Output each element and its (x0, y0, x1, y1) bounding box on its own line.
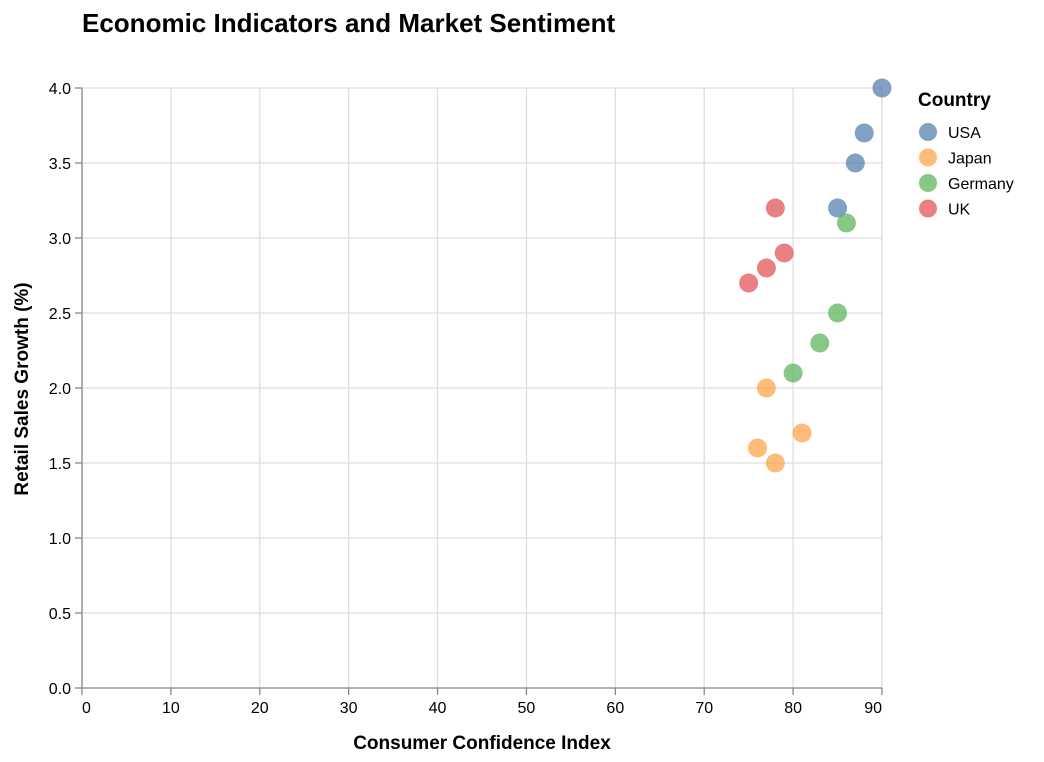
data-point (748, 438, 768, 458)
legend-item-japan: Japan (919, 148, 992, 168)
y-tick-label: 0.5 (49, 606, 71, 623)
y-tick-label: 4.0 (49, 81, 71, 98)
data-point (854, 123, 874, 143)
legend-label: Germany (948, 176, 1014, 193)
data-point (872, 78, 892, 98)
x-tick-label: 80 (784, 700, 802, 717)
x-tick-label: 0 (82, 700, 91, 717)
y-axis-title: Retail Sales Growth (%) (12, 282, 33, 495)
legend-label: UK (948, 202, 971, 219)
x-tick-label: 60 (606, 700, 624, 717)
data-point (774, 243, 794, 263)
axes: 0 10 20 30 40 50 60 70 80 90 0.0 0.5 1.0 1.5 2.0 2.5 3.0… (49, 81, 883, 717)
legend-label: USA (948, 125, 981, 142)
x-tick-label: 90 (864, 700, 882, 717)
y-tick-label: 2.5 (49, 306, 71, 323)
data-points (739, 78, 892, 473)
y-tick-label: 3.5 (49, 156, 71, 173)
y-tick-label: 1.5 (49, 456, 71, 473)
data-point (756, 258, 776, 278)
x-tick-label: 10 (162, 700, 180, 717)
data-point (810, 333, 830, 353)
x-tick-label: 40 (429, 700, 447, 717)
legend-items: USA Japan Germany UK (919, 123, 1014, 219)
y-tick-label: 1.0 (49, 531, 71, 548)
y-tick-label: 2.0 (49, 381, 71, 398)
legend-title: Country (918, 90, 991, 111)
legend-label: Japan (948, 151, 992, 168)
chart-title: Economic Indicators and Market Sentiment (82, 8, 615, 38)
data-point (845, 153, 865, 173)
x-tick-label: 70 (695, 700, 713, 717)
legend-item-usa: USA (919, 123, 981, 142)
data-point (765, 453, 785, 473)
series-germany (783, 213, 856, 383)
data-point (783, 363, 803, 383)
data-point (828, 198, 848, 218)
legend-symbol (919, 148, 937, 167)
legend: Country USA Japan Germany UK (918, 90, 1014, 219)
series-japan (748, 378, 812, 473)
x-axis-title: Consumer Confidence Index (353, 733, 611, 754)
data-point (765, 198, 785, 218)
series-usa (828, 78, 892, 218)
legend-item-germany: Germany (919, 174, 1014, 193)
data-point (792, 423, 812, 443)
y-tick-label: 0.0 (49, 681, 71, 698)
x-tick-label: 30 (340, 700, 358, 717)
legend-symbol (919, 199, 937, 218)
legend-item-uk: UK (919, 199, 971, 219)
x-tick-label: 20 (251, 700, 269, 717)
data-point (756, 378, 776, 398)
data-point (828, 303, 848, 323)
data-point (739, 273, 759, 293)
x-tick-label: 50 (518, 700, 536, 717)
data-point (836, 213, 856, 233)
y-tick-label: 3.0 (49, 231, 71, 248)
legend-symbol (919, 174, 937, 192)
series-uk (739, 198, 794, 293)
legend-symbol (919, 123, 937, 141)
